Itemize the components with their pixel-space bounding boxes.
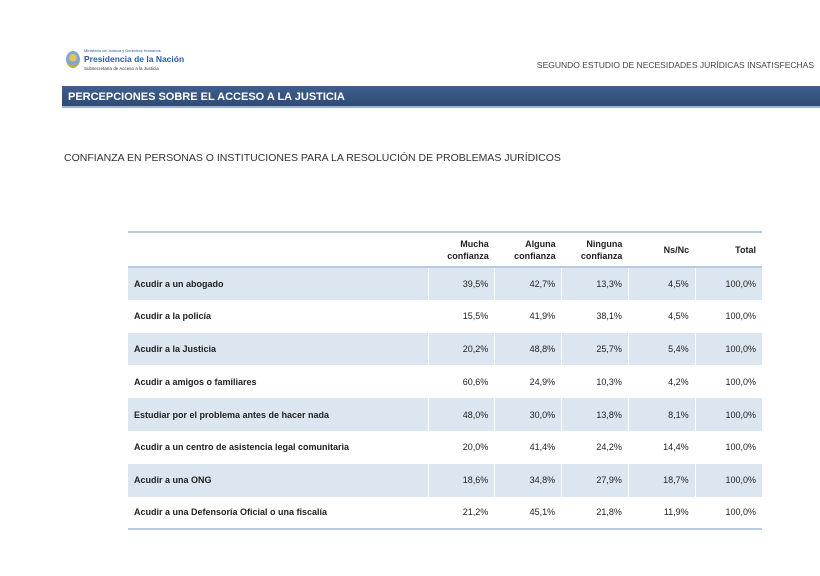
- table-cell: 100,0%: [694, 267, 762, 300]
- table-row: Acudir a amigos o familiares 60,6% 24,9% 10…: [128, 365, 762, 399]
- subsecretary-name: Subsecretaría de Acceso a la Justicia: [84, 66, 159, 71]
- table-cell: 100,0%: [694, 365, 762, 399]
- column-header-text: confianza: [447, 250, 489, 261]
- table-cell: 30,0%: [494, 398, 562, 431]
- column-header: Mucha confianza: [428, 232, 495, 267]
- table-title: CONFIANZA EN PERSONAS O INSTITUCIONES PA…: [64, 152, 561, 164]
- column-header-text: Ns/Nc: [663, 244, 690, 255]
- row-label: Acudir a una ONG: [128, 463, 428, 497]
- row-label: Acudir a una Defensoría Oficial o una fi…: [134, 507, 328, 518]
- table-cell: 100,0%: [694, 299, 762, 333]
- column-header: Alguna confianza: [495, 232, 562, 267]
- table-cell: 100,0%: [694, 332, 762, 366]
- column-header-text: confianza: [580, 250, 623, 261]
- table-cell: 5,4%: [627, 332, 696, 366]
- column-header: Ninguna confianza: [562, 232, 629, 267]
- table-cell: 20,0%: [427, 430, 495, 464]
- table-cell: 39,5%: [427, 267, 495, 300]
- table-row: Acudir a un centro de asistencia legal c…: [128, 430, 762, 464]
- table-cell: 24,2%: [561, 430, 629, 464]
- table-cell: 13,8%: [561, 398, 629, 431]
- table-cell: 48,0%: [427, 398, 495, 431]
- table-cell: 25,7%: [561, 332, 629, 366]
- row-label: Estudiar por el problema antes de hacer …: [128, 398, 428, 431]
- table-cell: 4,5%: [627, 299, 696, 333]
- column-header-text: Alguna: [525, 238, 556, 249]
- table-cell: 45,1%: [494, 496, 562, 530]
- table-cell: 8,1%: [627, 398, 696, 431]
- header-empty: [128, 232, 428, 267]
- ministry-logo: Ministerio de Justicia y Derechos Humano…: [66, 47, 184, 72]
- section-banner: PERCEPCIONES SOBRE EL ACCESO A LA JUSTIC…: [62, 86, 820, 108]
- table-cell: 15,5%: [427, 299, 495, 333]
- study-title: SEGUNDO ESTUDIO DE NECESIDADES JURÍDICAS…: [536, 60, 814, 70]
- table-cell: 14,4%: [627, 430, 696, 464]
- row-label: Acudir a la policía: [134, 311, 212, 322]
- table-cell: 41,4%: [494, 430, 562, 464]
- table-cell: 10,3%: [561, 365, 629, 399]
- table-cell: 21,8%: [561, 496, 629, 530]
- table-row: Acudir a una Defensoría Oficial o una fi…: [128, 496, 762, 530]
- table-row: Acudir a un abogado 39,5% 42,7% 13,3% 4,5% 10…: [128, 267, 762, 300]
- table-cell: 18,7%: [627, 463, 696, 497]
- table-row: Estudiar por el problema antes de hacer …: [128, 398, 762, 431]
- table-cell: 13,3%: [561, 267, 629, 300]
- table-cell: 100,0%: [694, 496, 762, 530]
- row-label: Acudir a amigos o familiares: [134, 376, 257, 387]
- table-row: Acudir a una ONG 18,6% 34,8% 27,9% 18,7% 100,…: [128, 463, 762, 497]
- table-cell: 100,0%: [694, 463, 762, 497]
- table-cell: 4,5%: [627, 267, 696, 300]
- table-cell: 24,9%: [494, 365, 562, 399]
- table-cell: 20,2%: [427, 332, 495, 366]
- table-cell: 18,6%: [427, 463, 495, 497]
- national-seal-icon: [66, 51, 80, 68]
- table-cell: 21,2%: [427, 496, 495, 530]
- column-header: Total: [695, 232, 762, 267]
- presidency-name: Presidencia de la Nación: [84, 54, 185, 64]
- table-cell: 27,9%: [561, 463, 629, 497]
- column-header-text: Total: [735, 244, 756, 255]
- table-header: Mucha confianza Alguna confianza Ninguna conf…: [128, 232, 762, 267]
- table-cell: 41,9%: [494, 299, 562, 333]
- confidence-table: Mucha confianza Alguna confianza Ninguna conf…: [128, 231, 762, 530]
- column-header-text: Mucha: [460, 238, 489, 249]
- column-header-text: confianza: [514, 250, 556, 261]
- table-row: Acudir a la policía 15,5% 41,9% 38,1% 4,5% 10…: [128, 299, 762, 333]
- table-cell: 42,7%: [494, 267, 562, 300]
- table-cell: 100,0%: [694, 398, 762, 431]
- table-cell: 48,8%: [494, 332, 562, 366]
- table-cell: 38,1%: [561, 299, 629, 333]
- table-cell: 60,6%: [427, 365, 495, 399]
- column-header-text: Ninguna: [586, 238, 623, 249]
- row-label: Acudir a un centro de asistencia legal c…: [134, 442, 350, 453]
- row-label: Acudir a un abogado: [128, 267, 428, 300]
- column-header: Ns/Nc: [628, 232, 695, 267]
- table-cell: 11,9%: [627, 496, 696, 530]
- table-cell: 100,0%: [694, 430, 762, 464]
- table-cell: 34,8%: [494, 463, 562, 497]
- row-label: Acudir a la Justicia: [128, 332, 428, 366]
- table-cell: 4,2%: [627, 365, 696, 399]
- ministry-name: Ministerio de Justicia y Derechos Humano…: [84, 48, 161, 53]
- table-row: Acudir a la Justicia 20,2% 48,8% 25,7% 5,4% 1…: [128, 332, 762, 366]
